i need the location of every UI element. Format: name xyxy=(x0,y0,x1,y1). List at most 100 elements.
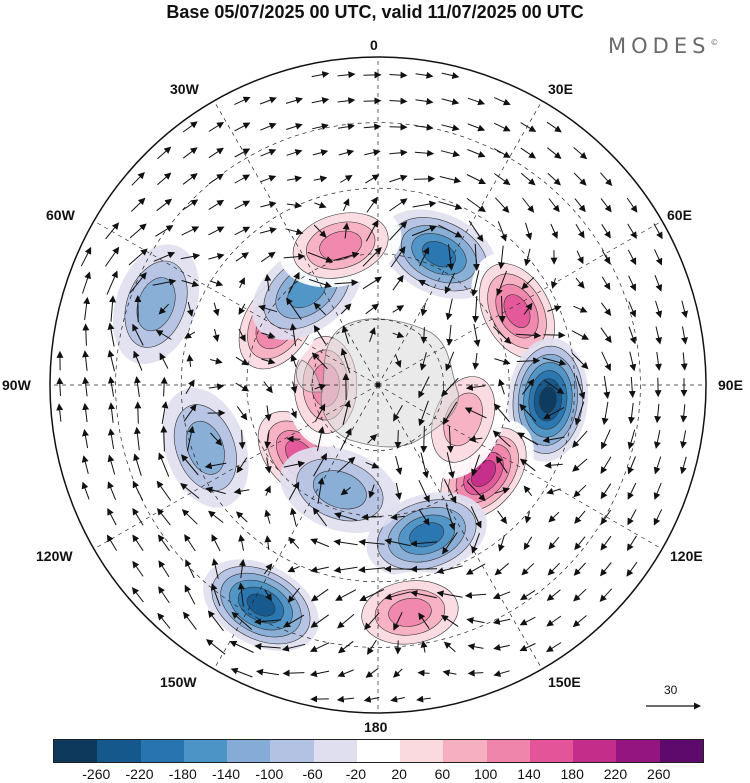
wind-vector xyxy=(260,148,277,157)
wind-vector xyxy=(107,349,115,372)
wind-vector xyxy=(186,301,194,317)
wind-vector xyxy=(334,512,358,521)
wind-vector xyxy=(307,251,334,263)
wind-vector xyxy=(573,305,588,313)
wind-vector xyxy=(229,640,254,653)
wind-vector xyxy=(546,147,562,159)
wind-vector xyxy=(181,226,200,236)
wind-vector xyxy=(546,642,562,653)
wind-vector xyxy=(312,123,329,130)
wind-vector xyxy=(412,200,437,208)
wind-vector xyxy=(361,513,382,521)
colorbar-tick-label: -20 xyxy=(345,766,366,782)
wind-vector xyxy=(289,323,297,346)
wind-vector xyxy=(393,405,403,422)
wind-vector xyxy=(131,587,144,603)
wind-vector xyxy=(285,96,303,104)
wind-vector xyxy=(234,122,251,132)
wind-vector xyxy=(571,353,589,370)
wind-vector xyxy=(654,403,662,424)
wind-vector xyxy=(572,430,588,448)
south-pole-marker xyxy=(375,382,381,388)
wind-vector xyxy=(133,453,142,476)
wind-vector xyxy=(286,149,303,156)
wind-vector xyxy=(104,246,120,267)
wind-vector xyxy=(316,426,325,452)
wind-vector xyxy=(627,249,637,266)
wind-vector xyxy=(519,616,536,626)
wind-vector xyxy=(493,643,510,651)
wind-vector xyxy=(542,357,567,366)
wind-vector xyxy=(234,148,251,158)
wind-vector xyxy=(523,536,533,551)
wind-vector xyxy=(444,272,455,295)
wind-vector xyxy=(522,197,535,213)
wind-vector xyxy=(260,201,277,208)
wind-vector xyxy=(286,297,302,320)
colorbar-tick-label: 260 xyxy=(647,766,671,782)
wind-vector xyxy=(311,71,330,78)
wind-vector xyxy=(234,200,251,210)
wind-vector xyxy=(681,326,688,345)
colorbar-swatch xyxy=(486,740,530,762)
wind-vector xyxy=(492,430,511,448)
wind-vector xyxy=(628,402,635,425)
wind-vector xyxy=(626,535,637,552)
wind-vector xyxy=(205,486,226,495)
wind-vector xyxy=(313,175,328,183)
wind-vector xyxy=(547,562,561,576)
wind-vector xyxy=(130,197,146,212)
wind-vector xyxy=(260,175,277,183)
colorbar-tick-label: 100 xyxy=(473,766,498,782)
wind-vector xyxy=(286,201,303,209)
wind-vector xyxy=(333,251,360,261)
wind-vector xyxy=(264,535,272,550)
colorbar-swatch xyxy=(400,740,444,762)
wind-vector xyxy=(464,407,487,419)
wind-vector xyxy=(282,669,305,677)
colorbar-tick-labels: -260 -220 -180 -140 -100 -60 -20 20 60 100 140 180 2… xyxy=(0,766,750,783)
wind-vector xyxy=(287,587,300,603)
wind-vector xyxy=(152,278,177,286)
wind-vector xyxy=(471,533,480,554)
wind-vector xyxy=(211,558,219,579)
wind-vector xyxy=(366,196,378,213)
colorbar-tick-label: 180 xyxy=(560,766,584,782)
wind-vector xyxy=(576,250,584,265)
wind-vector xyxy=(314,383,327,391)
wind-vector xyxy=(156,480,172,501)
wind-vector xyxy=(573,562,586,576)
wind-vector xyxy=(440,150,461,158)
wind-vector xyxy=(82,323,90,346)
wind-vector xyxy=(600,429,611,450)
wind-vector xyxy=(628,275,637,292)
wind-vector xyxy=(367,639,377,655)
wind-vector xyxy=(414,149,435,157)
wind-vector xyxy=(334,279,359,287)
wind-vector xyxy=(601,224,611,239)
wind-vector xyxy=(157,146,172,160)
wind-vector xyxy=(261,331,276,339)
wind-vector xyxy=(132,534,144,551)
wind-vector xyxy=(338,123,355,131)
wind-vector xyxy=(131,171,145,186)
wind-vector xyxy=(655,326,663,345)
wind-vector xyxy=(546,121,562,133)
lon-label-120e: 120E xyxy=(670,548,703,564)
wind-vector xyxy=(572,615,587,628)
wind-vector xyxy=(394,355,402,368)
wind-vector xyxy=(337,669,354,678)
wind-vector xyxy=(358,566,385,574)
colorbar-tick-label: -260 xyxy=(82,766,111,782)
wind-vector xyxy=(546,487,561,495)
wind-vector xyxy=(680,430,687,449)
wind-vector xyxy=(264,405,272,422)
wind-vector xyxy=(497,245,505,270)
wind-vector xyxy=(337,456,356,473)
wind-vector xyxy=(413,175,436,183)
wind-vector xyxy=(129,223,147,239)
wind-vector xyxy=(156,508,171,526)
wind-vector xyxy=(264,430,272,449)
wind-vector xyxy=(655,300,663,319)
wind-vector xyxy=(573,147,588,160)
